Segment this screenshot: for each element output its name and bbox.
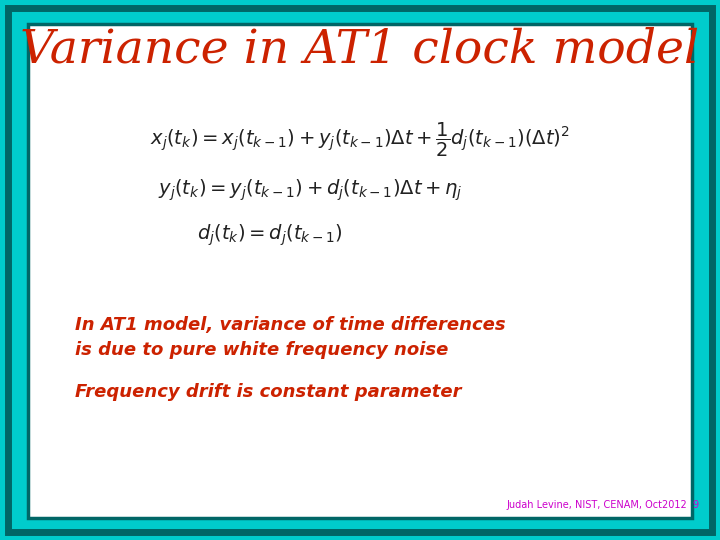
Text: $x_j(t_k) = x_j(t_{k-1}) + y_j(t_{k-1})\Delta t + \dfrac{1}{2}d_j(t_{k-1})(\Delt: $x_j(t_k) = x_j(t_{k-1}) + y_j(t_{k-1})\…: [150, 121, 570, 159]
Text: $y_j(t_k) = y_j(t_{k-1}) + d_j(t_{k-1})\Delta t + \eta_j$: $y_j(t_k) = y_j(t_{k-1}) + d_j(t_{k-1})\…: [158, 177, 462, 202]
Text: In AT1 model, variance of time differences: In AT1 model, variance of time differenc…: [75, 316, 505, 334]
Text: Judah Levine, NIST, CENAM, Oct2012  9: Judah Levine, NIST, CENAM, Oct2012 9: [507, 500, 700, 510]
Text: is due to pure white frequency noise: is due to pure white frequency noise: [75, 341, 449, 359]
Text: Frequency drift is constant parameter: Frequency drift is constant parameter: [75, 383, 462, 401]
Text: Variance in AT1 clock model: Variance in AT1 clock model: [20, 28, 700, 73]
Text: $d_j(t_k) = d_j(t_{k-1})$: $d_j(t_k) = d_j(t_{k-1})$: [197, 222, 343, 248]
